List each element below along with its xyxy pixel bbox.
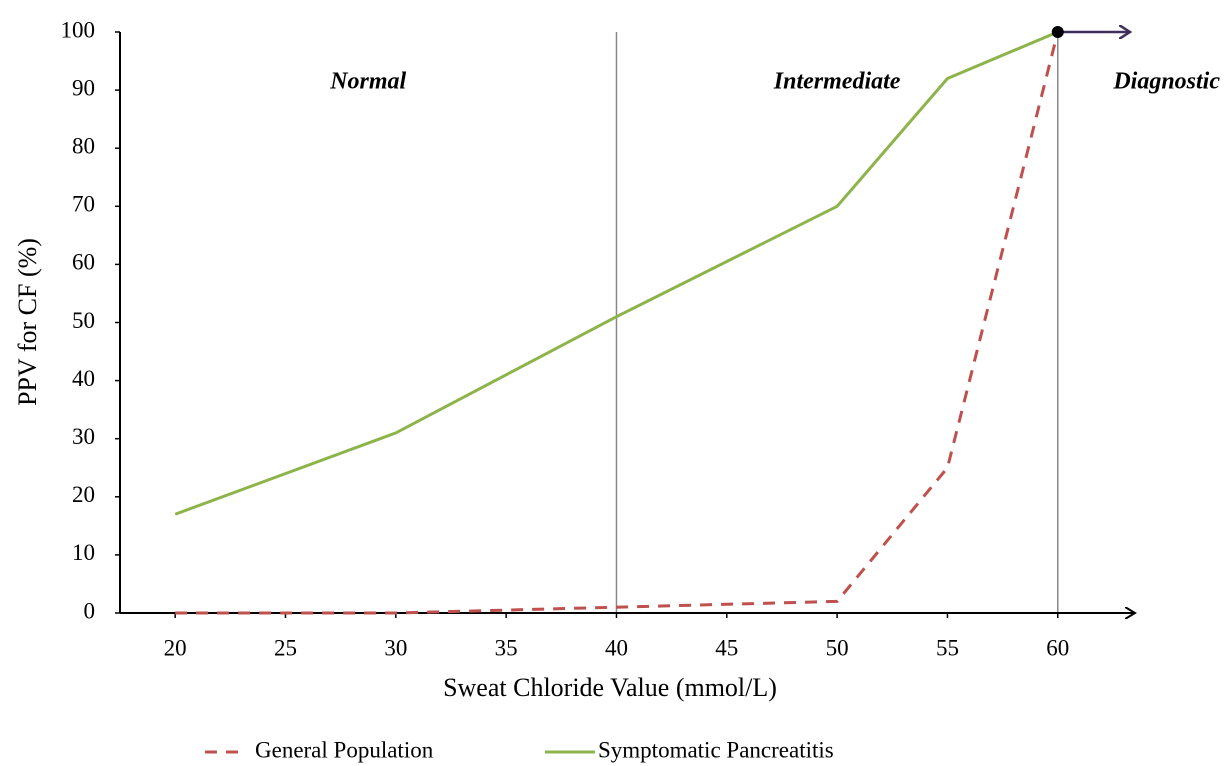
x-tick-label: 20 [164,635,187,660]
x-tick-label: 25 [274,635,297,660]
legend-label: Symptomatic Pancreatitis [598,737,834,762]
y-tick-label: 100 [61,17,96,42]
x-tick-label: 45 [715,635,738,660]
y-tick-label: 70 [72,192,95,217]
region-label: Intermediate [773,69,901,95]
series-line [175,31,1060,615]
y-tick-label: 80 [72,133,95,158]
x-tick-label: 60 [1046,635,1069,660]
y-tick-label: 90 [72,75,95,100]
y-tick-label: 40 [72,366,95,391]
series-line [174,30,1059,516]
region-label: Normal [329,69,406,95]
y-tick-label: 30 [72,424,95,449]
y-tick-label: 60 [72,250,95,275]
x-axis-label: Sweat Chloride Value (mmol/L) [443,673,777,702]
y-tick-label: 20 [72,482,95,507]
x-tick-label: 35 [495,635,518,660]
legend-label: General Population [255,737,434,762]
y-axis-label: PPV for CF (%) [13,238,42,406]
diagnostic-point [1051,26,1064,38]
y-tick-label: 50 [72,308,95,333]
x-tick-label: 30 [384,635,407,660]
x-tick-label: 55 [936,635,959,660]
y-tick-label: 10 [72,540,95,565]
x-tick-label: 50 [826,635,849,660]
x-tick-label: 40 [605,635,628,660]
region-label: Diagnostic [1112,69,1220,95]
y-tick-label: 0 [84,598,96,623]
